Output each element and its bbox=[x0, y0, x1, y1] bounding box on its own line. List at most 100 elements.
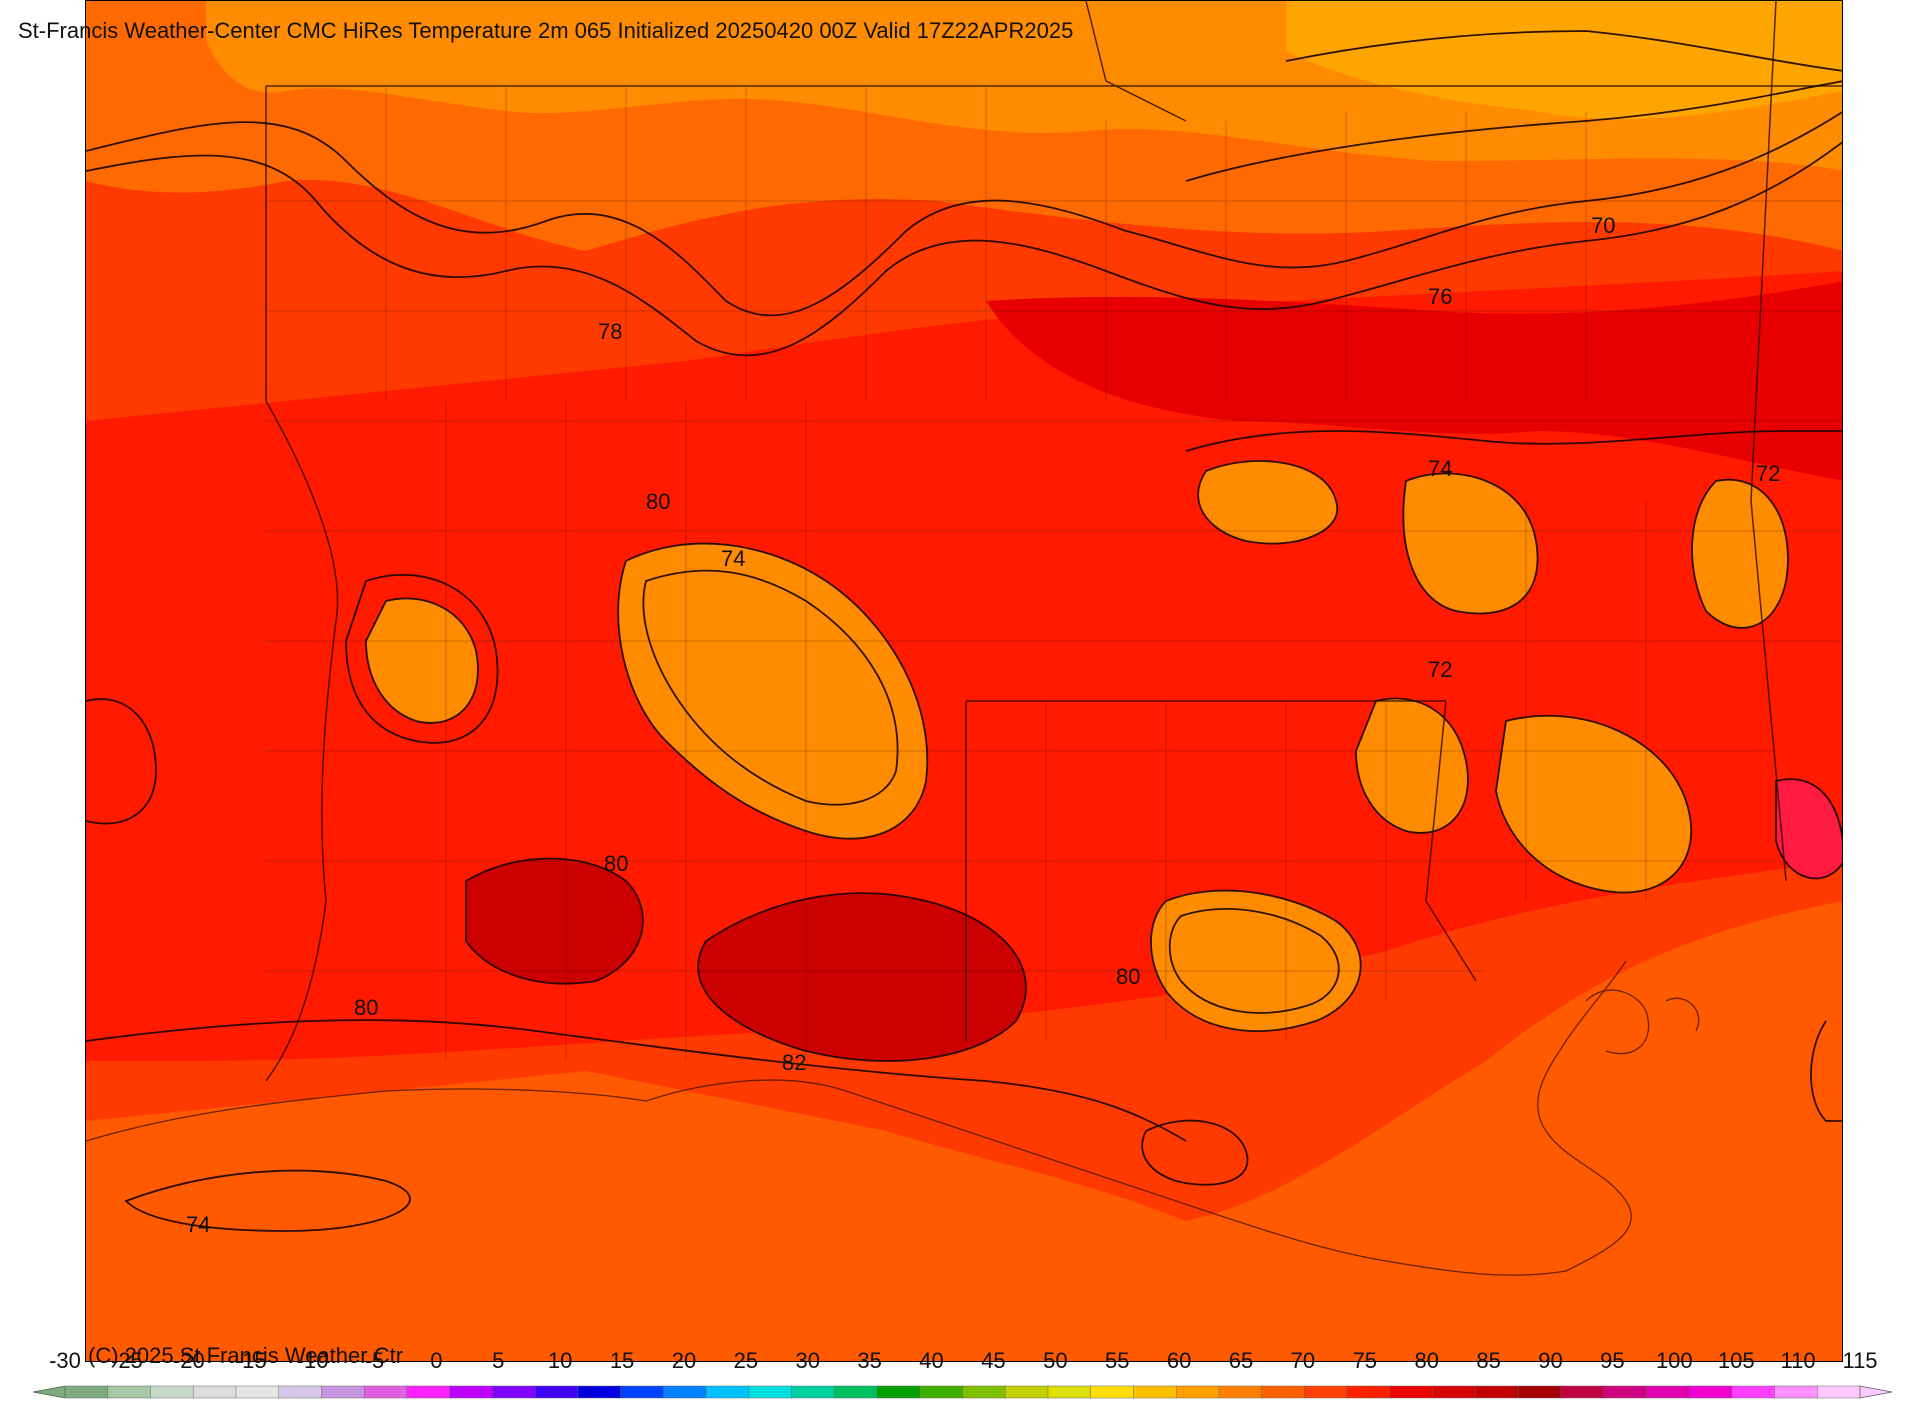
contour-label: 80 bbox=[1116, 964, 1140, 989]
colorbar-tick-label: 110 bbox=[1780, 1348, 1816, 1373]
colorbar-swatch bbox=[1304, 1385, 1348, 1399]
colorbar-swatch bbox=[150, 1385, 194, 1399]
copyright-text: (C) 2025 St Francis Weather Ctr bbox=[88, 1343, 404, 1368]
colorbar-swatch bbox=[1774, 1385, 1819, 1399]
cool-pocket-louisiana bbox=[618, 543, 928, 839]
colorbar-swatch bbox=[791, 1385, 836, 1399]
colorbar-tick-label: -5 bbox=[364, 1348, 385, 1373]
contour-label: 72 bbox=[1428, 657, 1452, 682]
contour-label: 74 bbox=[721, 546, 745, 571]
colorbar-tick-label: 0 bbox=[430, 1348, 443, 1373]
colorbar-swatch bbox=[1133, 1385, 1177, 1399]
contour-label: 70 bbox=[1591, 213, 1615, 238]
colorbar-swatch bbox=[577, 1385, 622, 1399]
colorbar-swatch bbox=[1603, 1385, 1648, 1399]
isotherm-contours bbox=[86, 30, 1842, 1232]
map-title: St-Francis Weather-Center CMC HiRes Temp… bbox=[18, 18, 1074, 43]
colorbar-tick-label: -30 bbox=[49, 1348, 81, 1373]
colorbar-tick-label: 25 bbox=[733, 1348, 759, 1373]
colorbar-swatch bbox=[107, 1385, 152, 1399]
colorbar-swatch bbox=[1560, 1385, 1605, 1399]
colorbar-tick-label: 75 bbox=[1352, 1348, 1378, 1373]
colorbar-swatch bbox=[663, 1385, 707, 1399]
colorbar-swatch bbox=[406, 1385, 451, 1399]
colorbar-swatch bbox=[64, 1385, 109, 1399]
hot-spot-t84-south bbox=[698, 893, 1026, 1061]
colorbar-swatch bbox=[705, 1385, 750, 1399]
colorbar-swatch bbox=[1646, 1385, 1690, 1399]
colorbar-tick-label: 15 bbox=[609, 1348, 635, 1373]
county-lines bbox=[266, 86, 1842, 1061]
colorbar-swatch bbox=[748, 1385, 793, 1399]
contour-label: 82 bbox=[782, 1050, 806, 1075]
colorbar-right-arrow bbox=[1859, 1385, 1893, 1399]
colorbar-swatch bbox=[1688, 1385, 1733, 1399]
cool-pocket-r bbox=[1403, 473, 1538, 614]
colorbar-tick-label: 10 bbox=[547, 1348, 573, 1373]
contour-label: 76 bbox=[1428, 284, 1452, 309]
colorbar-swatch bbox=[1004, 1385, 1049, 1399]
colorbar-swatch bbox=[492, 1385, 536, 1399]
colorbar-tick-label: 50 bbox=[1043, 1348, 1068, 1373]
colorbar-swatch bbox=[1817, 1385, 1861, 1399]
colorbar-swatch bbox=[962, 1385, 1006, 1399]
contour-label: 80 bbox=[604, 851, 628, 876]
colorbar-swatch bbox=[192, 1385, 237, 1399]
cool-pocket-mid bbox=[1356, 698, 1468, 833]
colorbar-swatch bbox=[534, 1385, 579, 1399]
colorbar-tick-label: 20 bbox=[671, 1348, 697, 1373]
hot-spot-t84-west bbox=[466, 858, 643, 984]
colorbar-tick-label: 65 bbox=[1228, 1348, 1254, 1373]
colorbar-tick-label: 70 bbox=[1290, 1348, 1316, 1373]
map-canvas[interactable]: 70 76 78 74 72 80 74 72 80 80 80 82 74 bbox=[85, 0, 1843, 1362]
colorbar-swatch bbox=[1731, 1385, 1776, 1399]
north-band-t70 bbox=[1286, 1, 1842, 120]
colorbar-tick-label: 60 bbox=[1166, 1348, 1192, 1373]
cool-pocket-ne bbox=[1692, 479, 1788, 628]
colorbar-swatch bbox=[235, 1385, 280, 1399]
colorbar-tick-label: 5 bbox=[492, 1348, 505, 1373]
contour-label: 78 bbox=[598, 319, 622, 344]
contour-label: 80 bbox=[354, 995, 378, 1020]
colorbar-tick-label: 80 bbox=[1414, 1348, 1439, 1373]
colorbar-tick-label: 90 bbox=[1538, 1348, 1563, 1373]
colorbar-swatch bbox=[321, 1385, 365, 1399]
colorbar-left-arrow bbox=[32, 1385, 66, 1399]
colorbar-swatch bbox=[1346, 1385, 1391, 1399]
contour-labels: 70 76 78 74 72 80 74 72 80 80 80 82 74 bbox=[186, 213, 1780, 1237]
colorbar-svg bbox=[32, 1385, 1893, 1399]
contour-label: 72 bbox=[1756, 461, 1780, 486]
colorbar-swatch bbox=[919, 1385, 964, 1399]
colorbar-swatch bbox=[363, 1385, 408, 1399]
cool-pocket-nw bbox=[366, 598, 478, 723]
contour-label: 74 bbox=[186, 1212, 210, 1237]
colorbar-tick-label: 35 bbox=[857, 1348, 882, 1373]
colorbar-swatch bbox=[1261, 1385, 1306, 1399]
colorbar-tick-label: -25 bbox=[110, 1348, 143, 1373]
colorbar-swatch bbox=[876, 1385, 921, 1399]
colorbar-tick-label: 100 bbox=[1655, 1348, 1693, 1373]
colorbar-swatch bbox=[1090, 1385, 1135, 1399]
colorbar-swatch bbox=[620, 1385, 665, 1399]
colorbar-tick-label: 55 bbox=[1104, 1348, 1130, 1373]
temperature-map: 70 76 78 74 72 80 74 72 80 80 80 82 74 bbox=[86, 1, 1842, 1361]
colorbar-tick-label: 115 bbox=[1842, 1348, 1878, 1373]
colorbar-swatch bbox=[1047, 1385, 1092, 1399]
colorbar-swatch bbox=[1432, 1385, 1477, 1399]
colorbar-tick-label: 95 bbox=[1600, 1348, 1625, 1373]
colorbar-tick-label: 40 bbox=[919, 1348, 944, 1373]
colorbar-swatch bbox=[1389, 1385, 1434, 1399]
colorbar-swatch bbox=[278, 1385, 323, 1399]
colorbar-tick-label: 30 bbox=[795, 1348, 820, 1373]
colorbar-tick-label: -10 bbox=[296, 1348, 329, 1373]
colorbar-swatch bbox=[1517, 1385, 1562, 1399]
colorbar-swatch bbox=[449, 1385, 494, 1399]
cool-pocket-se bbox=[1496, 715, 1692, 893]
contour-label: 74 bbox=[1428, 456, 1452, 481]
state-boundaries bbox=[265, 1, 1842, 1082]
coastline bbox=[86, 960, 1700, 1276]
contour-label: 80 bbox=[646, 489, 670, 514]
cool-pocket-n bbox=[1198, 461, 1338, 544]
colorbar bbox=[0, 1340, 1920, 1400]
colorbar-tick-label: 105 bbox=[1717, 1348, 1755, 1373]
